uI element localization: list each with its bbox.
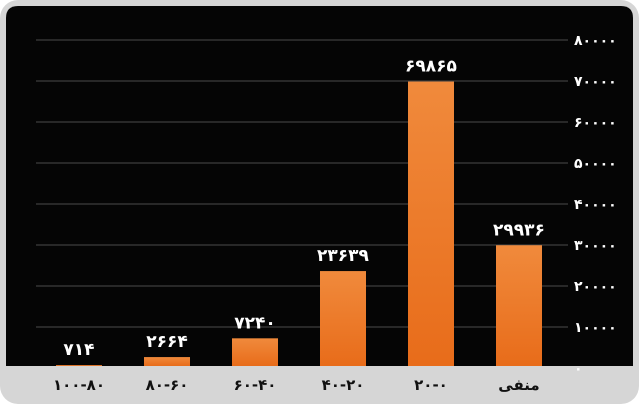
x-category-label: ۸۰-۶۰ bbox=[146, 376, 189, 394]
bars bbox=[56, 81, 542, 366]
x-category-label: منفی bbox=[498, 376, 539, 394]
x-category-label: ۶۰-۴۰ bbox=[234, 376, 277, 394]
bar bbox=[408, 81, 454, 366]
x-category-label: ۴۰-۲۰ bbox=[322, 376, 365, 394]
bar-value-label: ۲۳۶۳۹ bbox=[317, 246, 370, 266]
grid-lines bbox=[36, 39, 568, 328]
bar-value-label: ۶۹۸۶۵ bbox=[405, 57, 457, 77]
y-axis-ticks: ۰ ۱۰۰۰۰ ۲۰۰۰۰ ۳۰۰۰۰ ۴۰۰۰۰ ۵۰۰۰۰ ۶۰۰۰۰ ۷۰۰۰۰ ۸۰۰۰… bbox=[574, 33, 617, 377]
bar-value-label: ۷۱۴ bbox=[63, 340, 94, 360]
y-tick-label: ۸۰۰۰۰ bbox=[574, 33, 617, 49]
plot-area bbox=[6, 6, 633, 366]
bar-value-label: ۲۹۹۳۶ bbox=[493, 220, 545, 240]
bar-value-label: ۷۲۴۰ bbox=[234, 313, 276, 333]
y-tick-label: ۲۰۰۰۰ bbox=[574, 279, 617, 295]
y-tick-label: ۳۰۰۰۰ bbox=[574, 238, 617, 254]
bar bbox=[144, 357, 190, 366]
y-tick-label: ۱۰۰۰۰ bbox=[574, 320, 617, 336]
bar-value-label: ۲۶۶۴ bbox=[146, 332, 188, 352]
x-category-label: ۲۰-۰ bbox=[414, 376, 448, 394]
y-tick-label: ۴۰۰۰۰ bbox=[574, 197, 617, 213]
x-category-label: ۱۰۰-۸۰ bbox=[53, 376, 105, 394]
bar bbox=[232, 338, 278, 366]
y-tick-label: ۵۰۰۰۰ bbox=[574, 156, 617, 172]
value-labels: ۷۱۴ ۲۶۶۴ ۷۲۴۰ ۲۳۶۳۹ ۶۹۸۶۵ ۲۹۹۳۶ bbox=[63, 57, 545, 361]
bar bbox=[56, 365, 102, 366]
x-axis-labels: ۱۰۰-۸۰ ۸۰-۶۰ ۶۰-۴۰ ۴۰-۲۰ ۲۰-۰ منفی bbox=[53, 376, 540, 394]
bar bbox=[496, 245, 542, 366]
y-tick-label: ۶۰۰۰۰ bbox=[574, 115, 617, 131]
y-tick-label: ۰ bbox=[574, 361, 583, 377]
bar bbox=[320, 271, 366, 366]
y-tick-label: ۷۰۰۰۰ bbox=[574, 74, 617, 90]
